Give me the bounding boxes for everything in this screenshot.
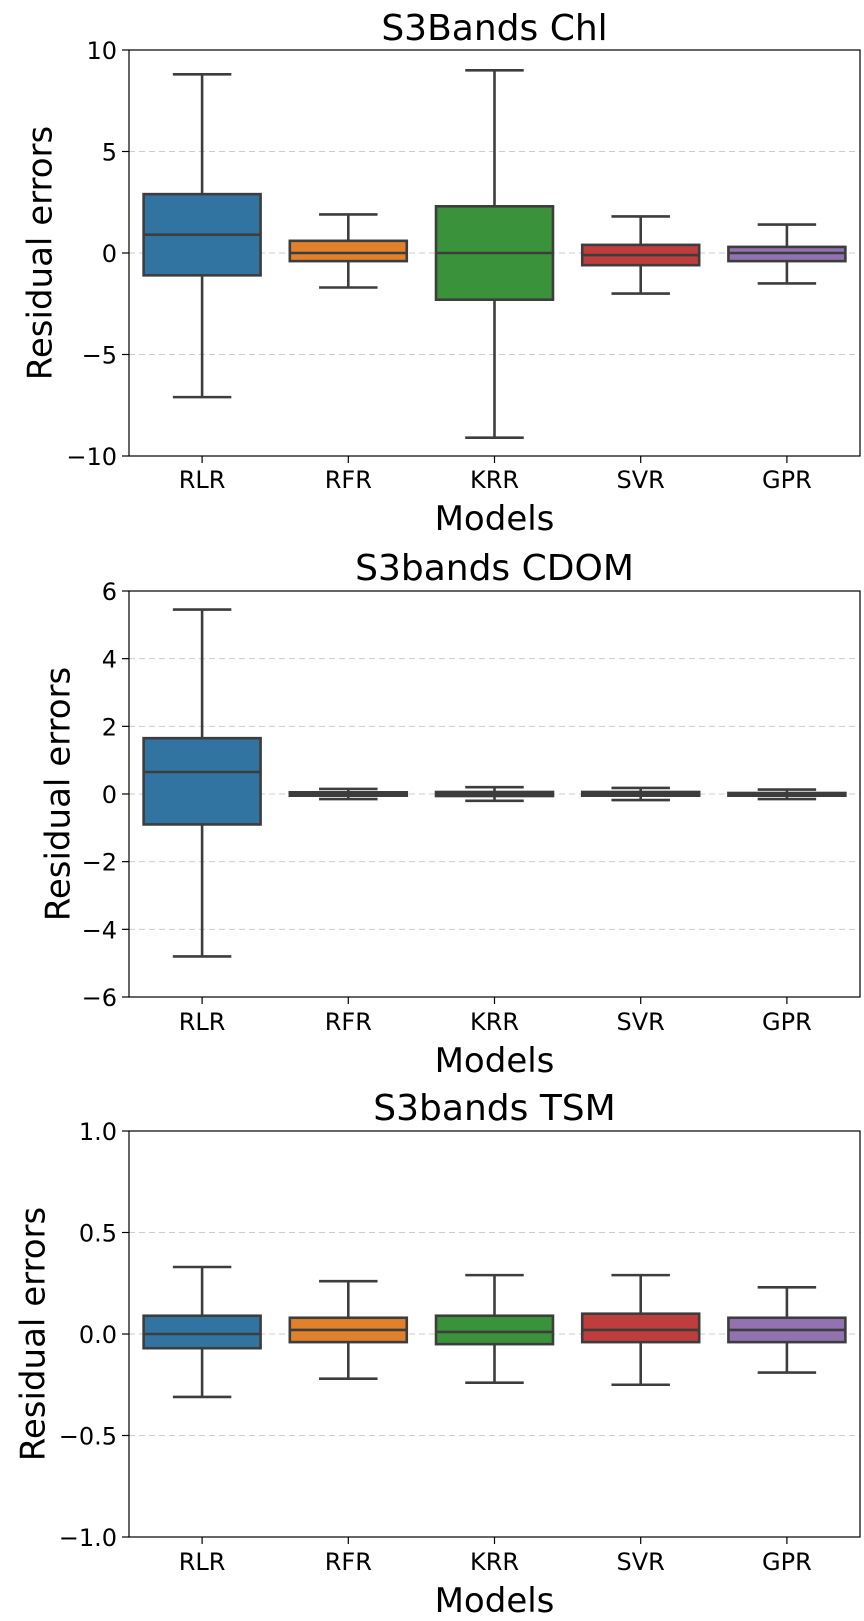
y-tick-label: 0.0 <box>79 1321 117 1349</box>
x-axis-label: Models <box>435 1041 555 1081</box>
chart-title: S3bands TSM <box>373 1088 615 1129</box>
y-tick-label: −4 <box>82 916 117 944</box>
x-tick-label: RLR <box>179 1008 226 1036</box>
box-gpr <box>727 223 847 285</box>
chart-title: S3Bands Chl <box>381 8 607 49</box>
box-rlr <box>142 608 262 958</box>
x-tick-label: RFR <box>325 1008 372 1036</box>
y-tick-label: 1.0 <box>79 1118 117 1146</box>
y-axis-label: Residual errors <box>14 1207 54 1461</box>
x-tick-label: KRR <box>470 466 519 494</box>
box-svr <box>580 786 701 802</box>
x-tick-label: GPR <box>762 1548 812 1576</box>
box-body <box>580 1312 701 1344</box>
y-tick-label: −6 <box>82 984 117 1012</box>
x-tick-label: KRR <box>470 1548 519 1576</box>
box-krr <box>434 785 555 803</box>
x-tick-label: RLR <box>179 1548 226 1576</box>
chart-panel-1: 10 5 0 −5 −10 RLR RFR KRR SVR GPR S3Bands Chl Model… <box>21 8 861 539</box>
box-rlr <box>142 1265 262 1399</box>
x-tick-label: RLR <box>179 466 226 494</box>
x-tick-label: RFR <box>325 1548 372 1576</box>
chart-panel-2: 6 4 2 0 −2 −4 −6 RLR RFR KRR SVR GPR S3bands CDOM Mod… <box>39 548 861 1081</box>
box-body <box>288 239 409 263</box>
chart-title: S3bands CDOM <box>355 548 634 589</box>
x-axis-label: Models <box>435 1581 555 1621</box>
box-svr <box>580 1273 701 1387</box>
x-tick-label: SVR <box>617 1008 665 1036</box>
box-rlr <box>142 73 262 399</box>
x-tick-label: GPR <box>762 1008 812 1036</box>
y-tick-label: 0 <box>102 781 117 809</box>
x-axis-label: Models <box>435 499 555 539</box>
y-tick-label: −2 <box>82 849 117 877</box>
x-tick-label: SVR <box>617 466 665 494</box>
box-rfr <box>288 1279 409 1380</box>
y-tick-label: 5 <box>102 139 117 167</box>
box-gpr <box>727 1286 847 1374</box>
y-tick-label: 10 <box>86 37 117 65</box>
y-tick-label: −1.0 <box>59 1524 117 1552</box>
box-body <box>434 1314 555 1346</box>
y-axis-label: Residual errors <box>21 126 61 380</box>
chart-panel-3: 1.0 0.5 0.0 −0.5 −1.0 RLR RFR KRR SVR GPR S3bands … <box>14 1088 861 1621</box>
box-svr <box>580 215 701 295</box>
y-tick-label: 0.5 <box>79 1220 117 1248</box>
box-gpr <box>727 788 847 801</box>
box-body <box>142 736 262 826</box>
box-body <box>142 1314 262 1350</box>
y-tick-label: 6 <box>102 578 117 606</box>
x-tick-label: SVR <box>617 1548 665 1576</box>
y-tick-label: −10 <box>66 443 117 471</box>
y-tick-label: 2 <box>102 713 117 741</box>
x-tick-label: RFR <box>325 466 372 494</box>
x-tick-label: KRR <box>470 1008 519 1036</box>
y-tick-label: 4 <box>102 646 117 674</box>
y-tick-label: 0 <box>102 240 117 268</box>
box-krr <box>434 1273 555 1385</box>
x-tick-label: GPR <box>762 466 812 494</box>
box-rfr <box>288 787 409 801</box>
y-axis-label: Residual errors <box>39 667 79 921</box>
y-tick-label: −5 <box>82 342 117 370</box>
box-rfr <box>288 213 409 289</box>
box-krr <box>434 69 555 440</box>
y-tick-label: −0.5 <box>59 1423 117 1451</box>
